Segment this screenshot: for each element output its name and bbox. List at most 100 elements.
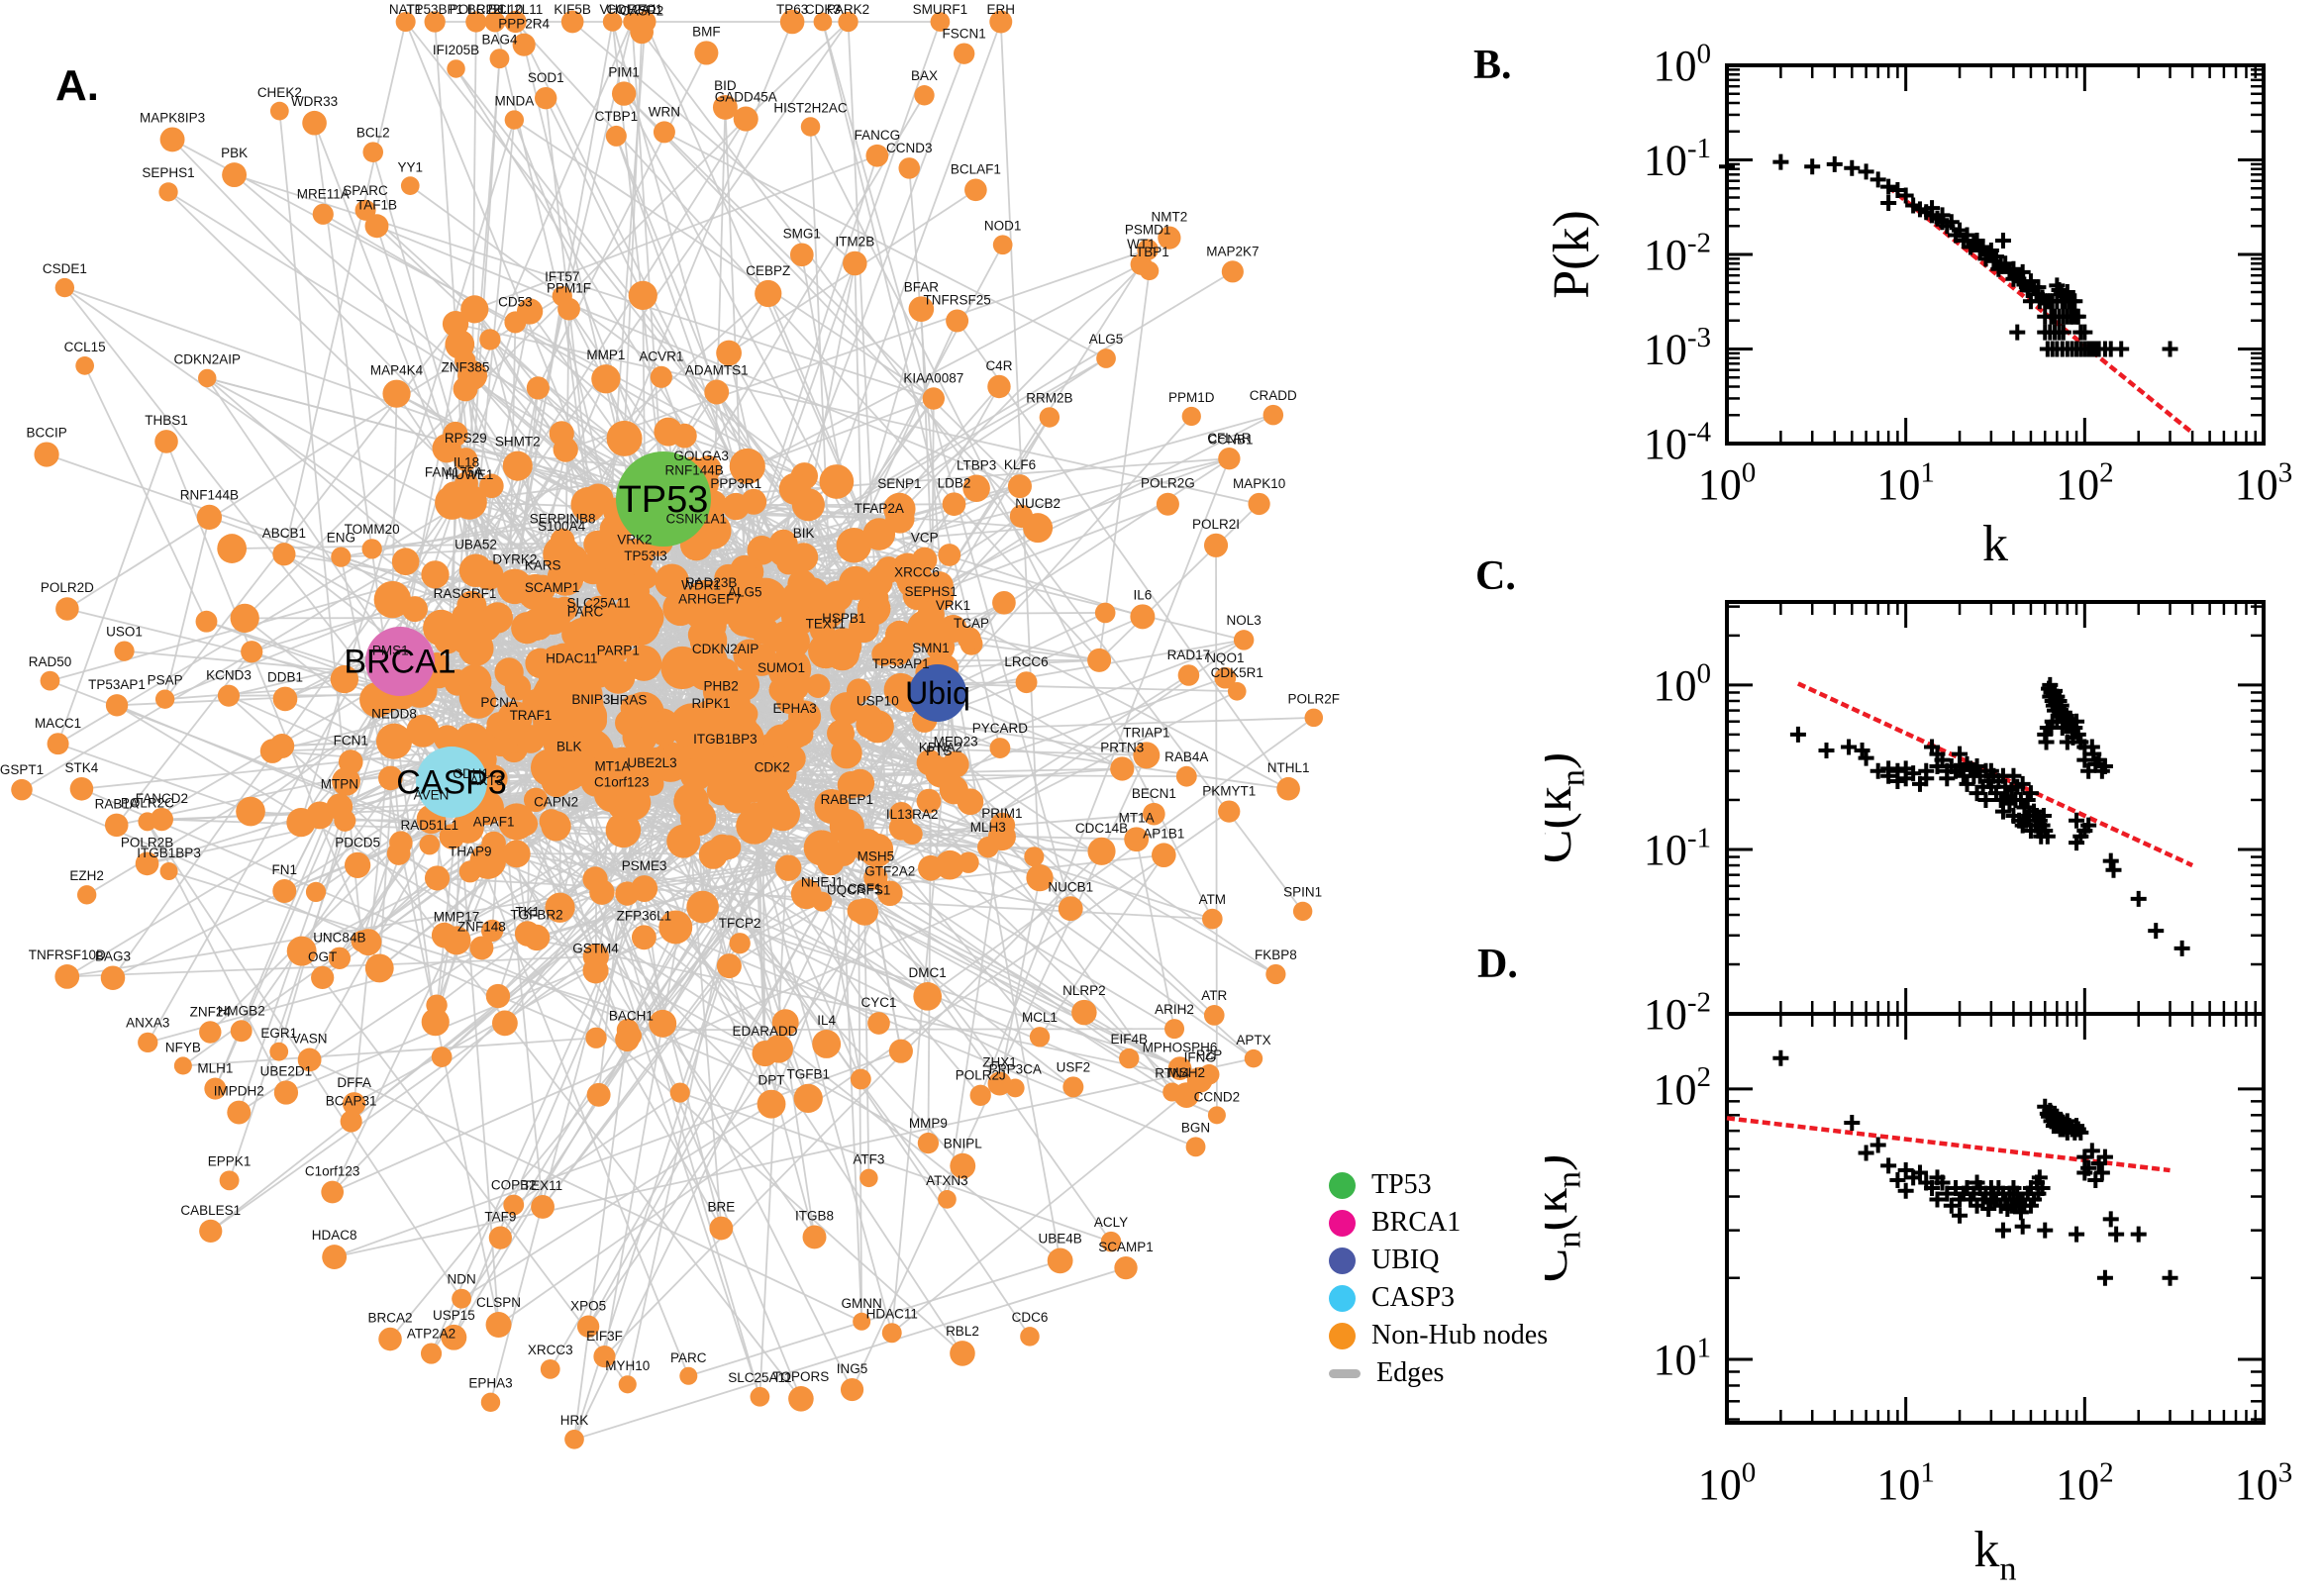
node-label: KIAA0087 (903, 370, 963, 385)
node-label: KCND3 (206, 668, 252, 683)
non-hub-node (354, 199, 376, 221)
node-label: HDAC11 (866, 1306, 918, 1321)
non-hub-node (917, 1132, 940, 1154)
node-label: COPB2 (491, 1178, 537, 1193)
non-hub-node (269, 101, 289, 121)
node-label: HUWE1 (446, 467, 494, 482)
node-label: RAB1A (95, 797, 139, 812)
node-label: KPNA2 (919, 740, 962, 754)
node-label: POLR2B (121, 836, 173, 850)
non-hub-node (813, 12, 833, 32)
non-hub-node (322, 1245, 348, 1270)
non-hub-node (808, 633, 844, 669)
node-label: AP1B1 (1143, 826, 1184, 841)
node-label: FAM175A (425, 464, 483, 479)
node-label: ALG5 (728, 584, 762, 599)
non-hub-node (757, 784, 791, 819)
non-hub-node (492, 1010, 518, 1037)
data-point (1719, 158, 1735, 175)
non-hub-node (789, 243, 814, 267)
node-label: PCNA (480, 695, 518, 710)
node-label: CDC6 (1012, 1310, 1049, 1325)
non-hub-node (916, 788, 942, 814)
non-hub-node (827, 719, 856, 748)
non-hub-node (1276, 776, 1300, 801)
node-label: RABEP1 (821, 792, 873, 807)
non-hub-node (953, 43, 975, 64)
non-hub-node (561, 666, 588, 693)
non-hub-node (912, 547, 938, 573)
x-tick-label: 102 (2056, 1456, 2114, 1509)
node-label: RNF144B (180, 488, 239, 503)
node-label: POLR2H (450, 2, 503, 17)
non-hub-node (424, 11, 446, 33)
hub-node-tp53 (616, 451, 711, 547)
data-point (2037, 1222, 2054, 1239)
non-hub-node (443, 421, 468, 447)
hub-nodes-layer: TP53 BRCA1 Ubiq CASP3 (344, 451, 970, 818)
node-label: SOD1 (528, 70, 564, 85)
node-label: PARP1 (597, 643, 640, 657)
node-label: GSPT1 (0, 762, 44, 777)
non-hub-node (1114, 1255, 1138, 1280)
node-label: MSH2 (1168, 1065, 1206, 1080)
non-hub-node (431, 1047, 453, 1067)
non-hub-node (1152, 843, 1176, 868)
non-hub-node (1292, 901, 1313, 922)
node-label: GSTM4 (572, 941, 619, 955)
y-tick-label: 102 (1653, 1061, 1711, 1114)
non-hub-node (838, 11, 858, 33)
node-label: USP15 (433, 1308, 475, 1323)
node-label: PIM1 (608, 64, 640, 79)
non-hub-node (1009, 504, 1034, 529)
node-label: LDB2 (938, 475, 971, 490)
data-point (1772, 153, 1789, 170)
node-label: FANCD2 (136, 791, 188, 806)
node-label: SUMO1 (758, 660, 805, 675)
non-hub-node (1094, 602, 1116, 624)
non-hub-node (1218, 800, 1241, 823)
node-label: OGT (308, 949, 337, 964)
non-hub-node (1227, 681, 1247, 701)
node-label: FCN1 (334, 733, 368, 748)
node-label: CLSPN (476, 1295, 521, 1310)
non-hub-node (620, 694, 648, 722)
non-hub-node (712, 94, 738, 120)
non-hub-node (534, 86, 557, 110)
data-point (1880, 178, 1897, 195)
y-axis-label: P(k) (1545, 210, 1600, 299)
non-hub-node (776, 550, 801, 575)
non-hub-node (757, 1089, 786, 1119)
node-label: MCL1 (1022, 1010, 1058, 1025)
non-hub-node (460, 682, 497, 719)
non-hub-node (1198, 1063, 1220, 1085)
non-hub-node (460, 295, 489, 324)
legend-row: BRCA1 (1329, 1207, 1548, 1238)
data-point (1880, 760, 1897, 777)
node-label: ZHX1 (982, 1054, 1017, 1069)
non-hub-node (913, 981, 943, 1011)
non-hub-node (640, 771, 664, 796)
non-hub-node (617, 539, 654, 575)
non-hub-node (259, 739, 285, 763)
non-hub-node (199, 1219, 223, 1244)
data-point (1818, 742, 1835, 758)
non-hub-node (570, 486, 606, 523)
node-label: MMP9 (909, 1116, 948, 1131)
non-hub-node (716, 953, 742, 979)
non-hub-node (40, 670, 60, 691)
non-hub-node (485, 1312, 512, 1338)
data-point (1943, 214, 1960, 231)
non-hub-node (447, 59, 465, 78)
node-label: ABCB1 (262, 526, 306, 541)
non-hub-node (727, 601, 763, 637)
node-label: IL18 (454, 454, 479, 469)
data-point (1905, 765, 1922, 782)
node-label: SENP1 (877, 476, 921, 491)
non-hub-node (154, 689, 175, 709)
non-hub-node (628, 280, 657, 311)
data-point (1943, 1197, 1960, 1214)
data-point (1994, 803, 2011, 820)
non-hub-node (227, 1100, 252, 1125)
non-hub-node (788, 1386, 814, 1412)
